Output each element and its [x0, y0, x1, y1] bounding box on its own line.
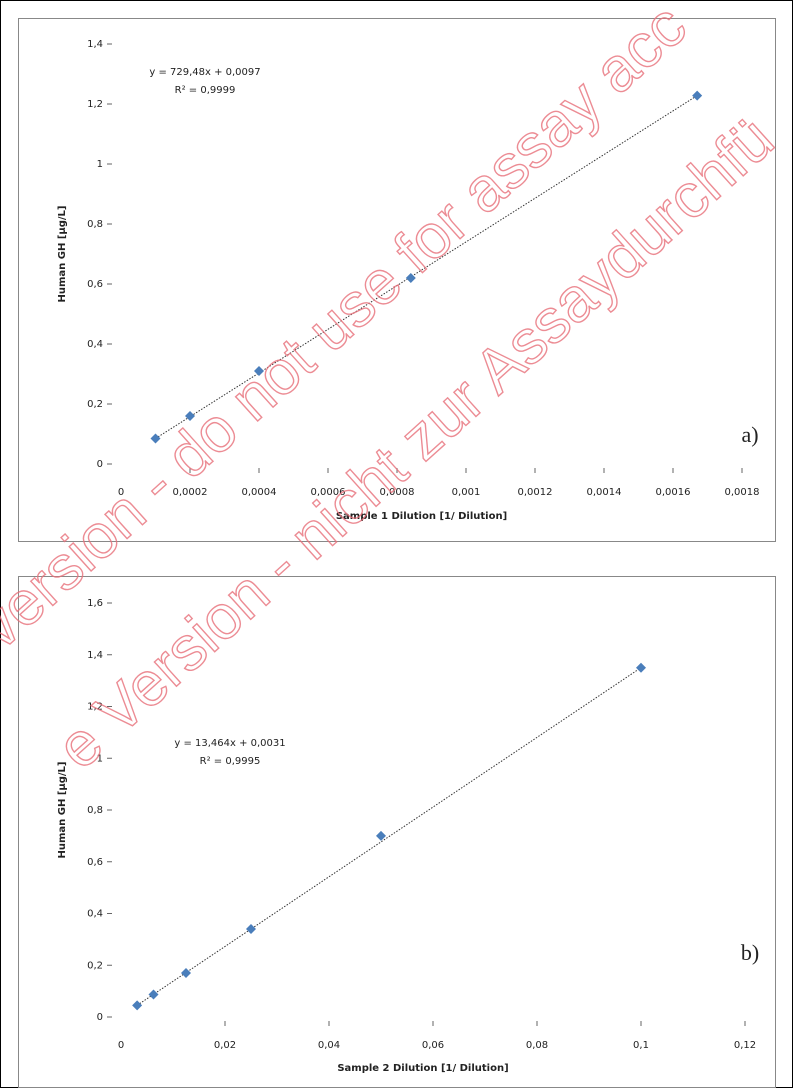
x-tick-label: 0,0016 — [656, 487, 691, 498]
y-axis-label: Human GH [µg/L] — [57, 206, 68, 303]
y-tick-label: 0 — [97, 1012, 103, 1023]
x-tick-label: 0,0004 — [242, 487, 277, 498]
y-tick-label: 0,8 — [87, 805, 103, 816]
y-tick-label: 1,4 — [87, 650, 103, 661]
y-tick-label: 1,2 — [87, 702, 103, 713]
x-tick-label: 0,1 — [633, 1040, 649, 1051]
data-point — [692, 90, 703, 101]
data-point — [132, 1000, 143, 1011]
data-point — [148, 989, 159, 1000]
r-squared: R² = 0,9995 — [200, 756, 261, 767]
data-point — [246, 924, 256, 935]
y-tick-label: 0,4 — [87, 339, 103, 350]
x-tick-label: 0 — [118, 1040, 124, 1051]
y-axis-label: Human GH [µg/L] — [57, 762, 68, 859]
x-axis-label: Sample 1 Dilution [1/ Dilution] — [336, 511, 507, 522]
data-point — [181, 968, 191, 979]
x-tick-label: 0,12 — [734, 1040, 756, 1051]
y-tick-label: 0,2 — [87, 960, 103, 971]
panel-label: a) — [741, 422, 758, 447]
y-tick-label: 0,4 — [87, 909, 103, 920]
trendline-equation: y = 729,48x + 0,0097 — [149, 67, 260, 78]
data-point — [254, 366, 264, 376]
y-tick-label: 0 — [97, 459, 103, 470]
x-tick-label: 0,06 — [422, 1040, 444, 1051]
panel-frame — [18, 18, 776, 542]
x-tick-label: 0 — [118, 487, 124, 498]
x-tick-label: 0,08 — [526, 1040, 548, 1051]
trendline-equation: y = 13,464x + 0,0031 — [174, 738, 285, 749]
x-tick-label: 0,0012 — [518, 487, 553, 498]
panel-label: b) — [741, 940, 759, 965]
trendline — [136, 667, 642, 1006]
x-tick-label: 0,02 — [214, 1040, 236, 1051]
data-point — [405, 273, 416, 283]
watermark: version - do not use for assay acc — [0, 0, 700, 663]
x-axis-label: Sample 2 Dilution [1/ Dilution] — [337, 1063, 508, 1074]
data-point — [185, 411, 195, 421]
x-tick-label: 0,04 — [318, 1040, 340, 1051]
y-tick-label: 1,6 — [87, 598, 103, 609]
y-tick-label: 1,4 — [87, 39, 103, 50]
trendline — [155, 95, 698, 439]
data-point — [636, 662, 646, 673]
x-tick-label: 0,0006 — [311, 487, 346, 498]
x-tick-label: 0,0014 — [587, 487, 622, 498]
y-tick-label: 0,6 — [87, 857, 103, 868]
r-squared: R² = 0,9999 — [175, 85, 236, 96]
y-tick-label: 0,2 — [87, 399, 103, 410]
y-tick-label: 1 — [97, 159, 103, 170]
x-tick-label: 0,001 — [452, 487, 481, 498]
y-tick-label: 1,2 — [87, 99, 103, 110]
x-tick-label: 0,0008 — [380, 487, 415, 498]
y-tick-label: 1 — [97, 753, 103, 764]
y-tick-label: 0,6 — [87, 279, 103, 290]
data-point — [150, 433, 161, 444]
x-tick-label: 0,0002 — [173, 487, 208, 498]
x-tick-label: 0,0018 — [725, 487, 760, 498]
data-point — [376, 830, 386, 841]
y-tick-label: 0,8 — [87, 219, 103, 230]
